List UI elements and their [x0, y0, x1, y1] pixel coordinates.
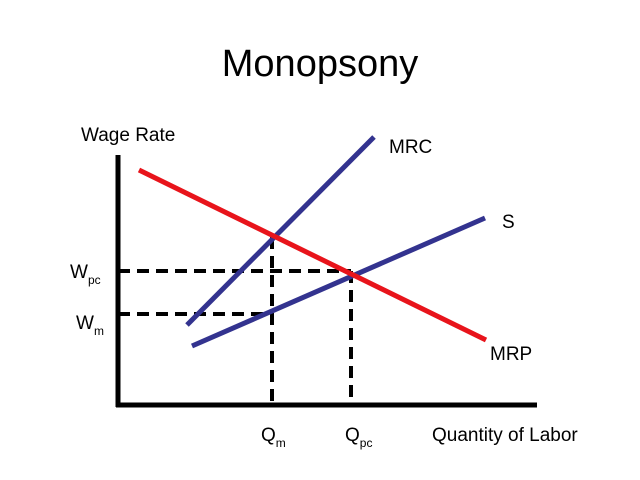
qm-marker-main: Q — [261, 425, 276, 446]
qm-marker: Qm — [261, 425, 286, 450]
qpc-marker-sub: pc — [360, 436, 373, 450]
mrc-curve — [185, 135, 376, 327]
wm-marker-sub: m — [94, 324, 104, 338]
supply-curve — [190, 215, 487, 349]
x-axis-label: Quantity of Labor — [432, 425, 578, 446]
wm-marker-main: W — [76, 313, 94, 334]
supply-label: S — [502, 212, 515, 233]
mrp-curve — [137, 167, 488, 343]
wpc-marker-main: W — [70, 262, 88, 283]
wpc-marker-sub: pc — [88, 273, 101, 287]
mrc-label: MRC — [389, 137, 432, 158]
wm-marker: Wm — [76, 313, 104, 338]
y-axis-label: Wage Rate — [81, 125, 175, 146]
mrp-label: MRP — [490, 344, 532, 365]
wpc-marker: Wpc — [70, 262, 101, 287]
qpc-marker-main: Q — [345, 425, 360, 446]
qm-marker-sub: m — [276, 436, 286, 450]
qpc-marker: Qpc — [345, 425, 372, 450]
diagram-title: Monopsony — [222, 43, 418, 85]
